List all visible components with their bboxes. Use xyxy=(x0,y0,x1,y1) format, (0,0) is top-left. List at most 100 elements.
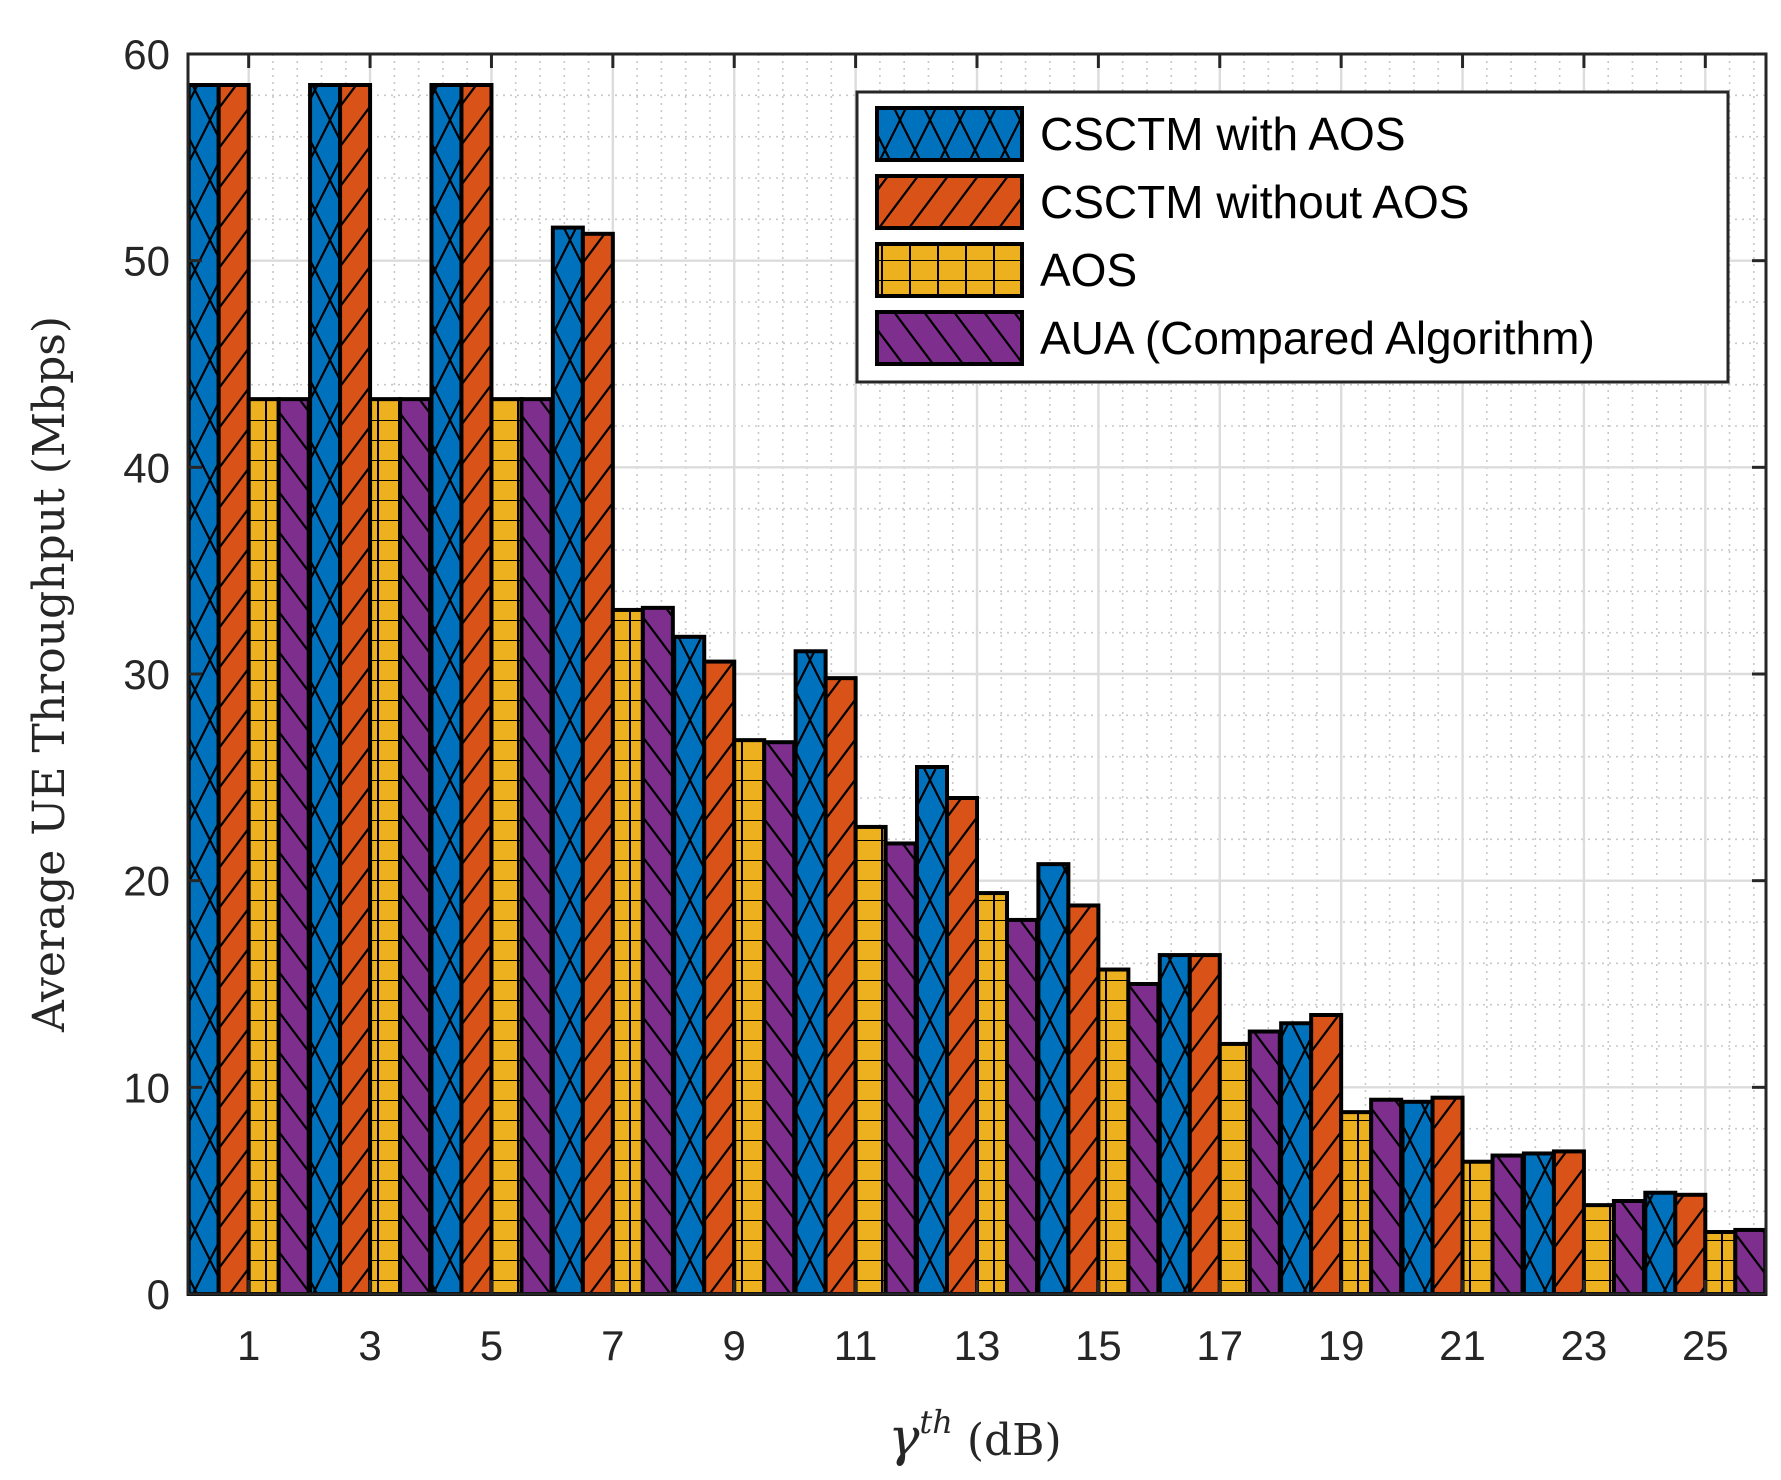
bar xyxy=(1611,1199,1646,1296)
y-tick-label: 10 xyxy=(123,1064,170,1111)
bar xyxy=(793,649,828,1296)
legend-swatch-outline xyxy=(875,310,1024,366)
bar-hatch xyxy=(1432,1097,1463,1294)
bar xyxy=(915,765,949,1296)
y-axis-tick-labels: 0 10 20 30 40 50 60 xyxy=(123,31,170,1318)
bar-series xyxy=(186,83,1768,1297)
series-4 xyxy=(276,397,1768,1297)
bar-hatch xyxy=(764,742,795,1294)
bar xyxy=(1551,1149,1586,1297)
legend-swatch-outline xyxy=(875,106,1024,162)
bar xyxy=(1430,1095,1465,1296)
legend-item: AOS xyxy=(875,242,1137,298)
x-tick-label: 25 xyxy=(1682,1322,1729,1369)
x-tick-label: 17 xyxy=(1196,1322,1243,1369)
bar-hatch xyxy=(1098,969,1129,1294)
bar-hatch xyxy=(1523,1153,1554,1294)
x-axis-label-superscript: th xyxy=(919,1403,952,1441)
bar xyxy=(702,659,737,1296)
bar xyxy=(429,83,464,1296)
bar xyxy=(672,634,707,1296)
y-tick-label: 40 xyxy=(123,444,170,491)
axis-ticks xyxy=(188,52,1766,1296)
bar xyxy=(945,796,979,1296)
bar-hatch xyxy=(1159,955,1190,1294)
bar-hatch xyxy=(370,399,401,1295)
bar-hatch xyxy=(1583,1205,1614,1294)
bar xyxy=(519,397,554,1296)
bar-hatch xyxy=(795,651,826,1294)
series-3 xyxy=(246,397,1738,1297)
bar xyxy=(459,83,494,1296)
bar-hatch xyxy=(977,893,1007,1294)
bar-hatch xyxy=(1735,1229,1766,1294)
bar xyxy=(1247,1029,1282,1296)
bar xyxy=(1036,862,1071,1297)
bar xyxy=(732,738,767,1296)
x-tick-label: 9 xyxy=(723,1322,746,1369)
bar xyxy=(640,605,675,1296)
bar-hatch xyxy=(1705,1232,1736,1294)
bar-hatch xyxy=(1402,1101,1433,1294)
series-1 xyxy=(186,83,1678,1297)
bar xyxy=(1581,1203,1616,1296)
bar xyxy=(276,397,311,1296)
bar-hatch xyxy=(1219,1043,1250,1294)
legend-swatch-outline xyxy=(875,242,1024,298)
bar-hatch xyxy=(552,227,583,1295)
x-tick-label: 21 xyxy=(1439,1322,1486,1369)
bar-hatch xyxy=(734,740,765,1294)
bar xyxy=(1400,1099,1435,1297)
y-tick-label: 50 xyxy=(123,238,170,285)
bar xyxy=(853,824,888,1297)
bar-hatch xyxy=(642,607,673,1294)
x-tick-label: 5 xyxy=(480,1322,503,1369)
bar-hatch xyxy=(582,233,613,1294)
bar-hatch xyxy=(1553,1151,1584,1294)
bar xyxy=(1490,1153,1525,1296)
y-tick-label: 60 xyxy=(123,31,170,78)
bar-hatch xyxy=(612,609,643,1294)
bar-hatch xyxy=(188,85,219,1294)
series-2 xyxy=(216,83,1708,1297)
bar-hatch xyxy=(461,85,492,1294)
bar xyxy=(1369,1097,1404,1296)
bar xyxy=(1005,917,1039,1297)
bar xyxy=(1309,1013,1344,1296)
legend: CSCTM with AOS CSCTM without AOS AOS AUA (C… xyxy=(855,90,1730,384)
bar-hatch xyxy=(855,826,886,1294)
bar xyxy=(1339,1110,1374,1296)
x-axis-label-unit: (dB) xyxy=(953,1415,1062,1466)
y-axis-label: Average UE Throughput (Mbps) xyxy=(24,316,75,1033)
x-tick-label: 3 xyxy=(358,1322,381,1369)
bar-hatch xyxy=(1371,1099,1402,1294)
bar-hatch xyxy=(521,399,552,1295)
bar-hatch xyxy=(248,399,279,1295)
legend-item: CSCTM without AOS xyxy=(875,174,1469,230)
x-tick-label: 15 xyxy=(1075,1322,1122,1369)
legend-label: AUA (Compared Algorithm) xyxy=(1040,312,1595,364)
bar-hatch xyxy=(1068,905,1099,1294)
bar-hatch xyxy=(947,798,977,1294)
bar xyxy=(762,740,797,1296)
bar-hatch xyxy=(310,85,341,1294)
bar xyxy=(246,397,281,1296)
bar-hatch xyxy=(1249,1031,1280,1294)
bar xyxy=(1733,1227,1768,1297)
bar-hatch xyxy=(1007,919,1037,1294)
x-tick-label: 13 xyxy=(954,1322,1001,1369)
bar-hatch xyxy=(400,399,431,1295)
bar xyxy=(398,397,433,1296)
x-tick-label: 7 xyxy=(601,1322,624,1369)
bar xyxy=(1643,1190,1678,1296)
bar xyxy=(823,676,858,1296)
bar-hatch xyxy=(1462,1161,1493,1294)
bar-hatch xyxy=(704,661,735,1294)
bar xyxy=(550,225,585,1297)
bar xyxy=(883,841,918,1296)
bar xyxy=(975,891,1009,1296)
bar xyxy=(1703,1230,1738,1296)
bar-hatch xyxy=(340,85,371,1294)
bar-hatch xyxy=(1128,984,1159,1294)
